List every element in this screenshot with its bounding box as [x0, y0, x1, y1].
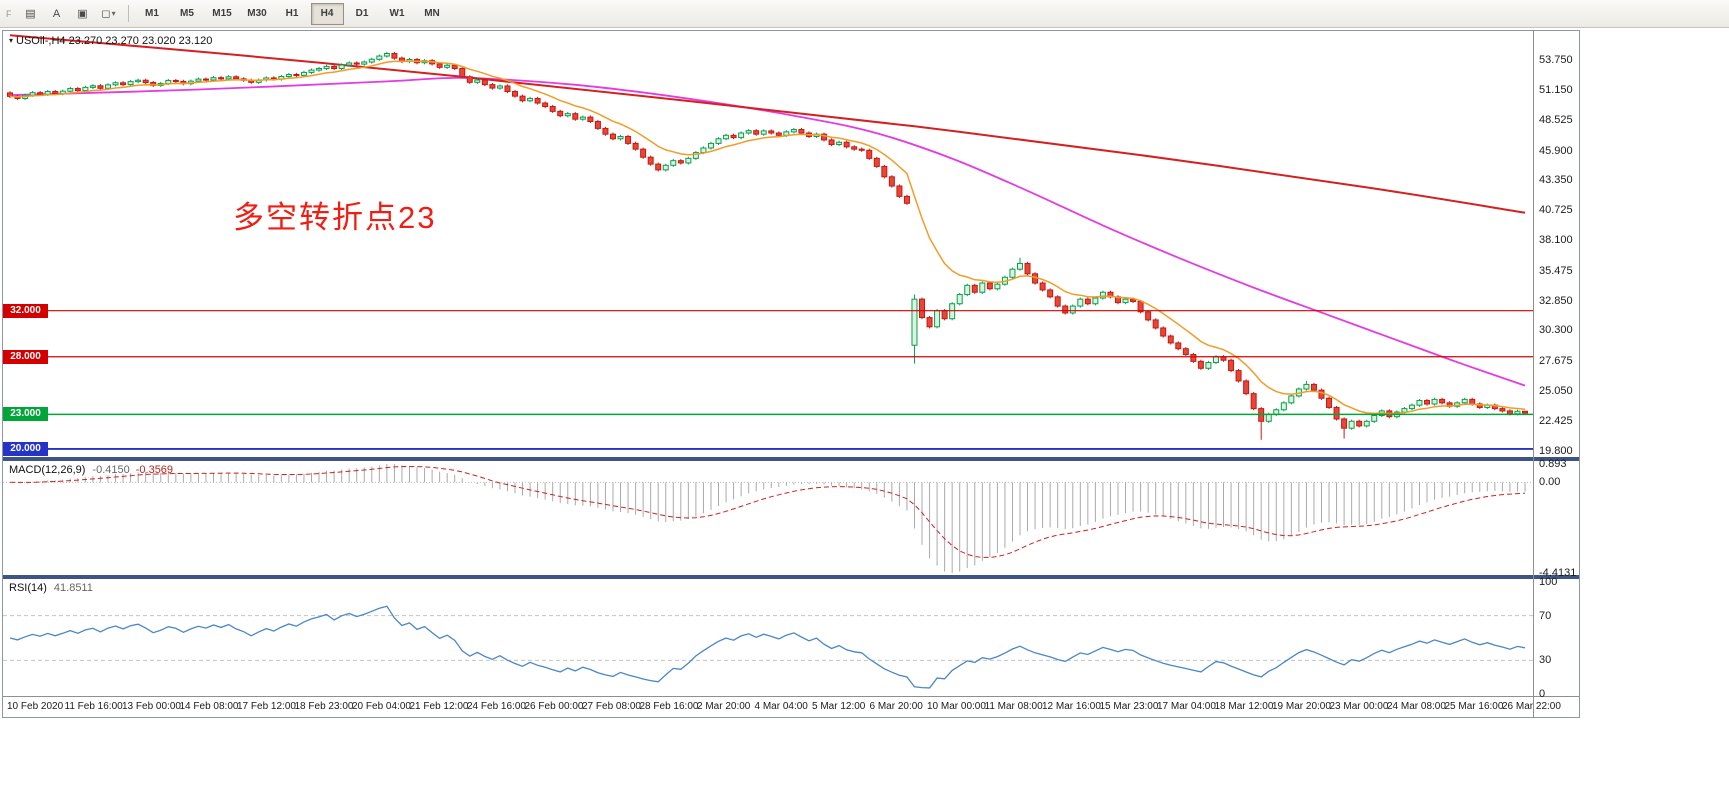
- dropdown-caret-icon: ▾: [111, 9, 116, 18]
- toolbar-drag-handle[interactable]: F: [6, 8, 12, 19]
- objects-list-icon[interactable]: ▤: [25, 8, 36, 20]
- chart-toolbar: F ▤ A ▣ ◻ ▾ M1 M5 M15 M30 H1 H4 D1 W1 MN: [0, 0, 1729, 28]
- main-price-panel[interactable]: [3, 34, 1533, 450]
- timeframe-button-m30[interactable]: M30: [247, 8, 267, 19]
- chart-canvas[interactable]: [3, 31, 1579, 717]
- rsi-panel[interactable]: [3, 605, 1533, 689]
- slow-ma-line: [9, 34, 1526, 214]
- timeframe-button-h1[interactable]: H1: [285, 8, 299, 19]
- fast-ma-line: [9, 60, 1526, 415]
- panel-separator-1[interactable]: [3, 457, 1579, 461]
- mid-ma-line: [9, 76, 1526, 387]
- text-label-icon[interactable]: A: [52, 7, 61, 20]
- timeframe-button-m5[interactable]: M5: [180, 8, 194, 19]
- timeframe-button-m1[interactable]: M1: [145, 8, 159, 19]
- panel-separator-2[interactable]: [3, 575, 1579, 579]
- macd-panel[interactable]: [3, 464, 1533, 573]
- shapes-dropdown-icon[interactable]: ◻ ▾: [101, 8, 116, 20]
- macd-histogram: [17, 464, 1526, 573]
- text-box-icon[interactable]: ▣: [77, 8, 88, 20]
- timeframe-button-d1[interactable]: D1: [355, 8, 369, 19]
- timeframe-button-h4[interactable]: H4: [310, 2, 344, 25]
- macd-signal-line: [9, 465, 1526, 558]
- timeframe-button-m15[interactable]: M15: [212, 8, 232, 19]
- timeframe-button-w1[interactable]: W1: [389, 8, 405, 19]
- chart-window: ▾ USOil-,H4 23.270 23.270 23.020 23.120 M…: [2, 30, 1580, 718]
- timeframe-button-mn[interactable]: MN: [424, 8, 440, 19]
- rsi-line: [9, 605, 1526, 689]
- chart-text-annotation[interactable]: 多空转折点23: [233, 200, 437, 235]
- toolbar-separator: [127, 5, 129, 22]
